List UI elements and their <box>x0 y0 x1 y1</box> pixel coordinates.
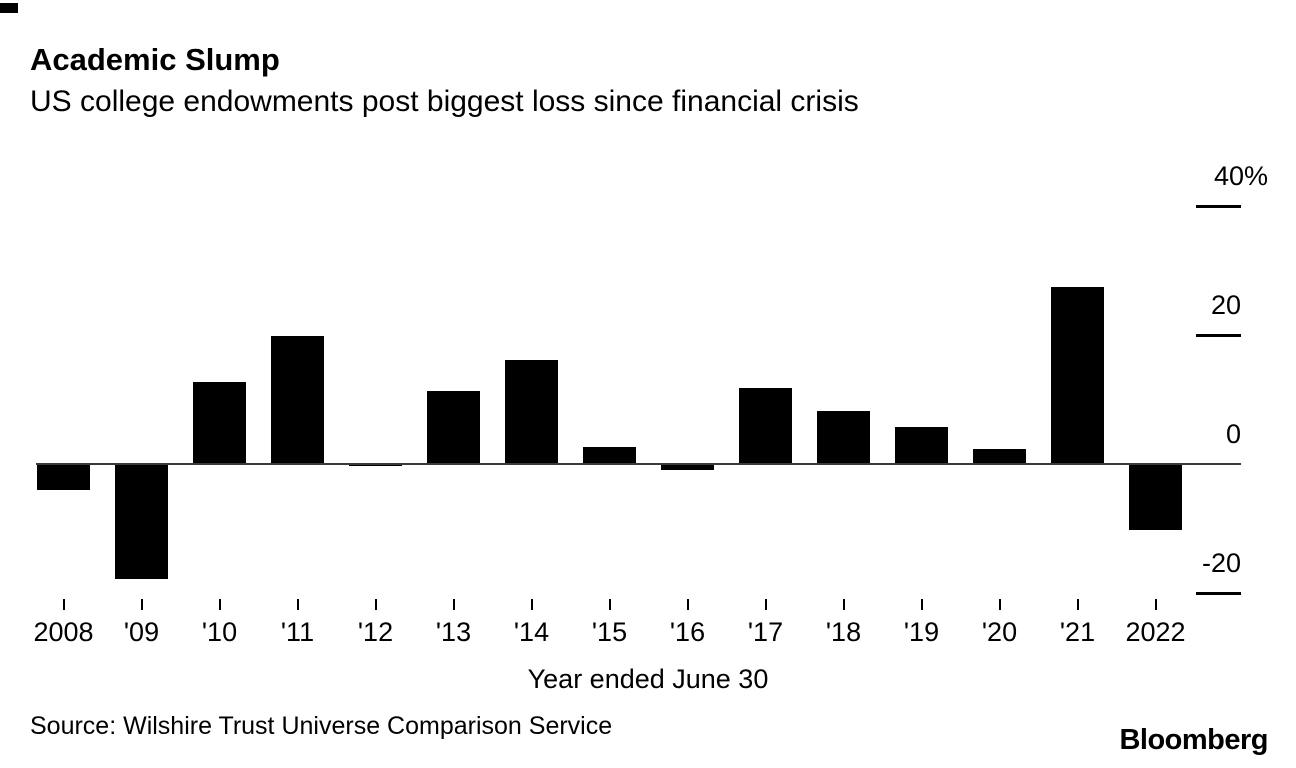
y-tick-dash--20 <box>1196 592 1241 595</box>
bar-21 <box>1051 287 1104 464</box>
zero-axis-line <box>36 463 1241 465</box>
x-tick-11 <box>296 599 299 610</box>
x-tick-label-19: '19 <box>903 617 940 647</box>
y-tick-label-40: 40% <box>1213 161 1268 191</box>
bar-19 <box>895 426 948 464</box>
x-tick-20 <box>998 599 1001 610</box>
bar-09 <box>115 464 168 580</box>
corner-artifact <box>0 3 18 13</box>
bar-13 <box>427 391 480 464</box>
bar-20 <box>973 449 1026 464</box>
x-tick-label-16: '16 <box>669 617 706 647</box>
x-tick-10 <box>218 599 221 610</box>
x-tick-label-2022: 2022 <box>1125 617 1186 647</box>
bar-11 <box>271 336 324 464</box>
x-tick-label-15: '15 <box>591 617 628 647</box>
x-tick-13 <box>452 599 455 610</box>
bar-17 <box>739 387 792 464</box>
bloomberg-logo: Bloomberg <box>1119 724 1268 756</box>
x-tick-label-18: '18 <box>825 617 862 647</box>
y-tick-label-0: 0 <box>1225 419 1241 449</box>
bar-14 <box>505 359 558 464</box>
chart-title: Academic Slump <box>30 42 280 77</box>
x-tick-17 <box>764 599 767 610</box>
bar-2008 <box>37 464 90 491</box>
y-tick-label--20: -20 <box>1201 548 1241 578</box>
x-tick-21 <box>1076 599 1079 610</box>
x-tick-label-11: '11 <box>280 617 315 647</box>
x-tick-label-21: '21 <box>1059 617 1096 647</box>
x-axis-caption: Year ended June 30 <box>527 664 769 694</box>
x-tick-16 <box>686 599 689 610</box>
x-tick-2022 <box>1154 599 1157 610</box>
x-tick-14 <box>530 599 533 610</box>
x-tick-label-13: '13 <box>435 617 472 647</box>
x-tick-15 <box>608 599 611 610</box>
bar-18 <box>817 411 870 464</box>
x-tick-label-12: '12 <box>357 617 394 647</box>
x-tick-label-14: '14 <box>513 617 550 647</box>
x-tick-2008 <box>62 599 65 610</box>
x-tick-label-17: '17 <box>747 617 784 647</box>
source-note: Source: Wilshire Trust Universe Comparis… <box>30 712 613 740</box>
x-tick-label-20: '20 <box>981 617 1018 647</box>
x-tick-label-09: '09 <box>123 617 160 647</box>
y-tick-dash-40 <box>1196 205 1241 208</box>
x-tick-12 <box>374 599 377 610</box>
bar-15 <box>583 446 636 464</box>
y-tick-dash-20 <box>1196 334 1241 337</box>
x-tick-19 <box>920 599 923 610</box>
bar-10 <box>193 382 246 464</box>
x-tick-label-2008: 2008 <box>33 617 94 647</box>
chart-subtitle: US college endowments post biggest loss … <box>30 85 859 118</box>
bar-16 <box>661 464 714 470</box>
y-tick-label-20: 20 <box>1210 290 1241 320</box>
x-tick-18 <box>842 599 845 610</box>
x-tick-label-10: '10 <box>201 617 238 647</box>
bar-2022 <box>1129 464 1182 530</box>
bar-12 <box>349 464 402 466</box>
x-tick-09 <box>140 599 143 610</box>
